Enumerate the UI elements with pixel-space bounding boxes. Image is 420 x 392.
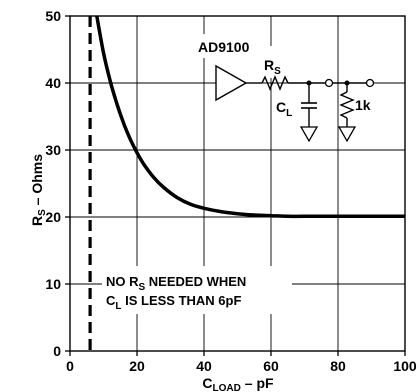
rs-label: RS (264, 57, 281, 77)
x-tick-label: 20 (129, 358, 145, 374)
load-resistor (339, 91, 355, 119)
plot-frame (69, 15, 406, 352)
ground-symbol-cl (299, 126, 319, 143)
y-tick-label: 50 (45, 8, 61, 24)
cl-label: CL (276, 99, 292, 119)
y-tick-label: 0 (53, 343, 61, 359)
tick-labels: 0 20 40 60 80 100 0 10 20 30 40 50 (45, 8, 416, 374)
amplifier-symbol (215, 64, 248, 102)
y-tick-label: 10 (45, 276, 61, 292)
load-resistor-label: 1k (355, 97, 371, 113)
y-tick-label: 40 (45, 75, 61, 91)
output-terminal-right (365, 78, 375, 88)
rs-resistor (261, 75, 289, 91)
x-tick-label: 80 (330, 358, 346, 374)
y-tick-label: 30 (45, 142, 61, 158)
axis-ticks (65, 15, 406, 356)
output-terminal (324, 78, 334, 88)
x-axis-title: CLOAD – pF (202, 375, 274, 392)
annotation: NO RS NEEDED WHEN CL IS LESS THAN 6pF (102, 266, 292, 314)
rs-curve-line (95, 15, 405, 219)
ground-symbol-load (337, 126, 357, 143)
amp-label: AD9100 (198, 39, 250, 55)
x-tick-label: 40 (196, 358, 212, 374)
circuit-diagram: AD9100 RS CL 1k (196, 34, 380, 143)
x-tick-label: 60 (263, 358, 279, 374)
annotation-line-2: CL IS LESS THAN 6pF (106, 293, 241, 312)
annotation-line-1: NO RS NEEDED WHEN (106, 274, 246, 293)
x-tick-label: 0 (66, 358, 74, 374)
x-tick-label: 100 (393, 358, 417, 374)
y-axis-title: RS – Ohms (29, 154, 48, 226)
y-tick-label: 20 (45, 209, 61, 225)
